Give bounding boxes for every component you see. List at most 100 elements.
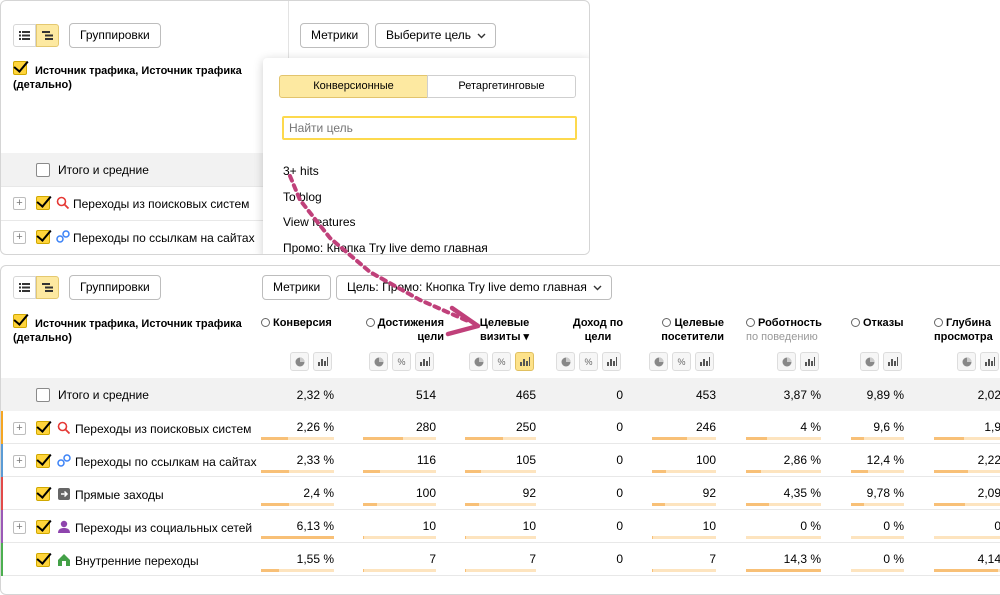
goal-select[interactable]: Цель: Промо: Кнопка Try live demo главна… xyxy=(336,275,612,300)
percent-icon[interactable]: % xyxy=(672,352,691,371)
metric-header[interactable]: Целевые визиты ▾ xyxy=(465,316,544,344)
pie-chart-icon[interactable] xyxy=(290,352,309,371)
dimension-checkbox[interactable] xyxy=(13,314,27,328)
totals-value: 514 xyxy=(415,388,436,402)
cell-bar-fill xyxy=(851,503,864,506)
bar-chart-icon[interactable] xyxy=(695,352,714,371)
row-checkbox[interactable] xyxy=(36,520,50,534)
bar-chart-icon[interactable] xyxy=(602,352,621,371)
expand-button[interactable]: + xyxy=(13,455,26,468)
expand-button[interactable]: + xyxy=(13,231,26,244)
tree-icon xyxy=(42,31,53,40)
bar-chart-icon[interactable] xyxy=(515,352,534,371)
info-icon[interactable] xyxy=(662,318,672,327)
row-label[interactable]: Переходы по ссылкам на сайтах xyxy=(75,455,257,469)
cell-value: 10 xyxy=(522,519,536,533)
info-icon[interactable] xyxy=(746,318,755,327)
groupings-button[interactable]: Группировки xyxy=(69,275,161,300)
bar-chart-icon[interactable] xyxy=(800,352,819,371)
goal-search-input[interactable] xyxy=(282,116,577,140)
cell-bar-track xyxy=(652,536,716,539)
row-checkbox[interactable] xyxy=(36,230,50,244)
expand-button[interactable]: + xyxy=(13,197,26,210)
cell-value: 2,09 xyxy=(977,486,1000,500)
metric-header[interactable]: Конверсия xyxy=(261,316,342,330)
metric-header-title: Достижения цели xyxy=(377,317,444,343)
cell-value: 14,3 % xyxy=(783,552,821,566)
row-checkbox[interactable] xyxy=(36,421,50,435)
metric-header[interactable]: Роботность по поведению xyxy=(746,316,829,344)
metrics-button[interactable]: Метрики xyxy=(300,23,370,48)
row-checkbox[interactable] xyxy=(36,553,50,567)
goal-option[interactable]: 3+ hits xyxy=(283,164,319,178)
totals-value: 9,89 % xyxy=(866,388,904,402)
metric-header-title: Целевые посетители xyxy=(661,317,724,343)
pie-chart-icon[interactable] xyxy=(649,352,668,371)
cell-bar-track xyxy=(746,503,821,506)
list-view-button[interactable] xyxy=(13,276,36,299)
tab-conversion[interactable]: Конверсионные xyxy=(279,75,428,98)
row-checkbox[interactable] xyxy=(36,196,50,210)
cell-bar-track xyxy=(261,470,334,473)
row-checkbox[interactable] xyxy=(36,454,50,468)
cell-bar-fill xyxy=(465,569,466,572)
home-icon xyxy=(57,553,71,570)
metric-header[interactable]: Достижения цели xyxy=(363,316,444,344)
percent-icon[interactable]: % xyxy=(392,352,411,371)
bar-chart-icon[interactable] xyxy=(415,352,434,371)
dimension-checkbox[interactable] xyxy=(13,61,27,75)
pie-chart-icon[interactable] xyxy=(556,352,575,371)
info-icon[interactable] xyxy=(934,318,943,327)
metrics-button[interactable]: Метрики xyxy=(262,275,332,300)
row-label[interactable]: Переходы из социальных сетей xyxy=(75,521,253,535)
totals-checkbox[interactable] xyxy=(36,388,50,402)
metric-header[interactable]: Доход по цели xyxy=(565,316,631,344)
totals-value: 453 xyxy=(695,388,716,402)
cell-bar-track xyxy=(465,470,536,473)
cell-value: 2,22 xyxy=(977,453,1000,467)
totals-checkbox[interactable] xyxy=(36,163,50,177)
metric-header[interactable]: Глубина просмотра xyxy=(934,316,1000,344)
groupings-button[interactable]: Группировки xyxy=(69,23,161,48)
pie-chart-icon[interactable] xyxy=(469,352,488,371)
bar-chart-icon[interactable] xyxy=(313,352,332,371)
row-divider xyxy=(1,186,263,187)
expand-button[interactable]: + xyxy=(13,422,26,435)
cell-bar-fill xyxy=(261,536,334,539)
pie-chart-icon[interactable] xyxy=(777,352,796,371)
pie-chart-icon[interactable] xyxy=(860,352,879,371)
goal-select[interactable]: Выберите цель xyxy=(375,23,497,48)
expand-button[interactable]: + xyxy=(13,521,26,534)
row-label[interactable]: Прямые заходы xyxy=(75,488,164,502)
sort-icon[interactable]: ▾ xyxy=(520,331,530,343)
cell-value: 7 xyxy=(429,552,436,566)
bar-chart-icon[interactable] xyxy=(980,352,999,371)
cell-value: 4 % xyxy=(800,420,821,434)
pie-chart-icon[interactable] xyxy=(957,352,976,371)
totals-value: 3,87 % xyxy=(783,388,821,402)
tree-view-button[interactable] xyxy=(36,276,59,299)
goal-option[interactable]: To blog xyxy=(283,190,322,204)
goal-option[interactable]: Промо: Кнопка Try live demo главная xyxy=(283,241,488,255)
info-icon[interactable] xyxy=(851,318,860,327)
cell-bar-track xyxy=(851,470,904,473)
bar-chart-icon[interactable] xyxy=(883,352,902,371)
chevron-down-icon xyxy=(593,285,602,291)
list-view-button[interactable] xyxy=(13,24,36,47)
goal-option[interactable]: View features xyxy=(283,215,356,229)
info-icon[interactable] xyxy=(261,318,270,327)
tree-view-button[interactable] xyxy=(36,24,59,47)
row-checkbox[interactable] xyxy=(36,487,50,501)
info-icon[interactable] xyxy=(365,318,375,327)
percent-icon[interactable]: % xyxy=(579,352,598,371)
percent-icon[interactable]: % xyxy=(492,352,511,371)
pie-chart-icon[interactable] xyxy=(369,352,388,371)
row-divider xyxy=(1,220,263,221)
metric-header[interactable]: Целевые посетители xyxy=(652,316,724,344)
tab-retargeting[interactable]: Ретаргетинговые xyxy=(427,75,576,98)
metric-header[interactable]: Отказы xyxy=(851,316,912,330)
row-label[interactable]: Внутренние переходы xyxy=(75,554,199,568)
cell-value: 92 xyxy=(702,486,716,500)
metric-header-title: Доход по цели xyxy=(572,317,624,343)
row-label[interactable]: Переходы из поисковых систем xyxy=(75,422,252,436)
